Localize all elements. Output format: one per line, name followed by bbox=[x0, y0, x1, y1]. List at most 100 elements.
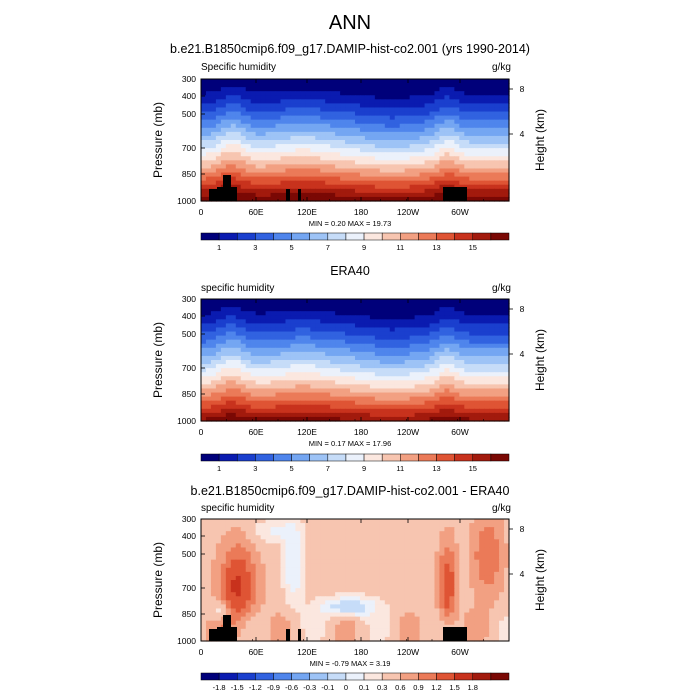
field-cell bbox=[454, 319, 460, 324]
field-cell bbox=[469, 156, 475, 161]
field-cell bbox=[255, 83, 262, 88]
field-cell bbox=[305, 119, 311, 125]
field-cell bbox=[260, 527, 267, 532]
field-cell bbox=[384, 416, 391, 422]
field-cell bbox=[285, 384, 292, 390]
field-cell bbox=[419, 160, 426, 165]
field-cell bbox=[444, 327, 450, 333]
field-cell bbox=[240, 519, 247, 524]
field-cell bbox=[504, 584, 510, 589]
field-cell bbox=[489, 156, 495, 161]
field-cell bbox=[359, 523, 366, 528]
field-cell bbox=[275, 364, 282, 369]
field-cell bbox=[270, 299, 277, 304]
field-cell bbox=[260, 368, 267, 373]
field-cell bbox=[310, 523, 316, 528]
field-cell bbox=[479, 404, 485, 410]
field-cell bbox=[205, 531, 212, 536]
field-cell bbox=[409, 551, 416, 557]
field-cell bbox=[474, 412, 480, 418]
field-cell bbox=[210, 172, 217, 178]
field-cell bbox=[220, 527, 227, 532]
field-cell bbox=[220, 523, 227, 528]
field-cell bbox=[235, 168, 242, 174]
field-cell bbox=[499, 168, 505, 174]
field-cell bbox=[404, 144, 411, 149]
field-cell bbox=[340, 307, 346, 312]
field-cell bbox=[320, 380, 326, 385]
field-cell bbox=[325, 144, 331, 149]
field-cell bbox=[310, 107, 316, 113]
field-cell bbox=[275, 83, 282, 88]
field-cell bbox=[469, 87, 475, 92]
field-cell bbox=[469, 144, 475, 149]
field-cell bbox=[454, 368, 460, 373]
field-cell bbox=[260, 355, 267, 361]
field-cell bbox=[310, 307, 316, 312]
field-cell bbox=[459, 140, 465, 145]
field-cell bbox=[434, 140, 441, 145]
field-cell bbox=[454, 539, 460, 544]
field-cell bbox=[419, 135, 426, 141]
field-cell bbox=[260, 567, 267, 573]
field-cell bbox=[285, 144, 292, 149]
field-cell bbox=[414, 343, 421, 349]
field-cell bbox=[489, 567, 495, 573]
field-cell bbox=[424, 523, 431, 528]
field-cell bbox=[220, 172, 227, 178]
field-cell bbox=[285, 388, 292, 394]
field-cell bbox=[220, 103, 227, 109]
field-cell bbox=[389, 148, 396, 153]
field-cell bbox=[434, 343, 441, 349]
field-cell bbox=[330, 335, 336, 341]
field-cell bbox=[340, 404, 346, 410]
field-cell bbox=[260, 388, 267, 394]
field-cell bbox=[270, 559, 277, 565]
field-cell bbox=[369, 416, 376, 422]
field-cell bbox=[210, 571, 217, 577]
field-cell bbox=[414, 368, 421, 373]
field-cell bbox=[394, 355, 401, 361]
terrain-block bbox=[223, 175, 231, 201]
field-cell bbox=[489, 571, 495, 577]
field-cell bbox=[325, 140, 331, 145]
field-cell bbox=[255, 95, 262, 100]
field-cell bbox=[320, 527, 326, 532]
field-cell bbox=[484, 196, 490, 202]
field-cell bbox=[330, 372, 336, 377]
field-cell bbox=[260, 160, 267, 165]
field-cell bbox=[355, 115, 361, 121]
field-cell bbox=[215, 347, 222, 353]
field-cell bbox=[285, 400, 292, 406]
field-cell bbox=[290, 339, 296, 345]
field-cell bbox=[419, 551, 426, 557]
field-cell bbox=[205, 355, 212, 361]
field-cell bbox=[479, 172, 485, 178]
field-cell bbox=[330, 588, 336, 593]
field-cell bbox=[355, 111, 361, 117]
field-cell bbox=[399, 144, 406, 149]
field-cell bbox=[265, 339, 272, 345]
field-cell bbox=[255, 519, 262, 524]
field-cell bbox=[201, 360, 207, 365]
field-cell bbox=[260, 131, 267, 137]
field-cell bbox=[300, 535, 306, 540]
field-cell bbox=[245, 196, 252, 202]
colorbar-label: 5 bbox=[290, 243, 294, 252]
field-cell bbox=[374, 87, 381, 92]
field-cell bbox=[205, 311, 212, 316]
field-cell bbox=[205, 91, 212, 96]
field-cell bbox=[489, 79, 495, 84]
field-cell bbox=[225, 327, 232, 333]
field-cell bbox=[389, 184, 396, 190]
field-cell bbox=[350, 95, 356, 100]
field-cell bbox=[225, 79, 232, 84]
field-cell bbox=[330, 307, 336, 312]
field-cell bbox=[424, 347, 431, 353]
field-cell bbox=[399, 140, 406, 145]
field-cell bbox=[230, 416, 237, 422]
field-cell bbox=[285, 331, 292, 337]
field-cell bbox=[419, 119, 426, 125]
field-cell bbox=[270, 327, 277, 333]
field-cell bbox=[220, 83, 227, 88]
